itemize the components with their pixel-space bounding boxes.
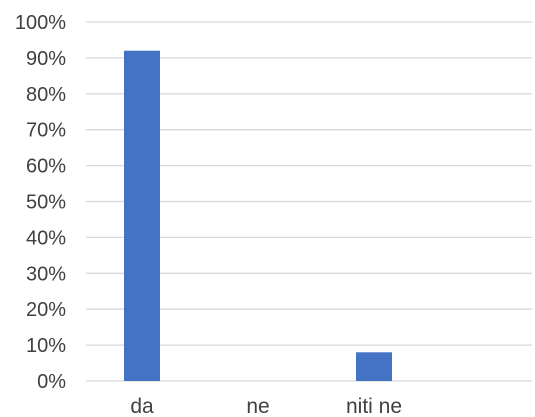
y-tick-label: 30% bbox=[26, 263, 66, 285]
x-category-label: da bbox=[130, 395, 154, 417]
y-tick-label: 20% bbox=[26, 299, 66, 321]
y-tick-label: 40% bbox=[26, 227, 66, 249]
y-tick-label: 60% bbox=[26, 156, 66, 178]
bars bbox=[124, 50, 392, 381]
bar-niti-ne bbox=[356, 352, 392, 381]
y-tick-label: 100% bbox=[15, 12, 66, 34]
bar-da bbox=[124, 50, 160, 381]
y-tick-label: 0% bbox=[37, 371, 66, 393]
y-tick-label: 50% bbox=[26, 192, 66, 214]
y-tick-label: 80% bbox=[26, 84, 66, 106]
y-tick-label: 90% bbox=[26, 48, 66, 70]
y-tick-label: 70% bbox=[26, 120, 66, 142]
x-category-label: ne bbox=[246, 395, 269, 417]
x-axis-category-labels: da ne niti ne bbox=[130, 395, 402, 417]
x-category-label: niti ne bbox=[346, 395, 402, 417]
y-tick-label: 10% bbox=[26, 335, 66, 357]
grid-lines bbox=[86, 21, 532, 382]
y-axis-tick-labels: 0% 10% 20% 30% 40% 50% 60% 70% 80% 90% 100% bbox=[15, 12, 66, 393]
